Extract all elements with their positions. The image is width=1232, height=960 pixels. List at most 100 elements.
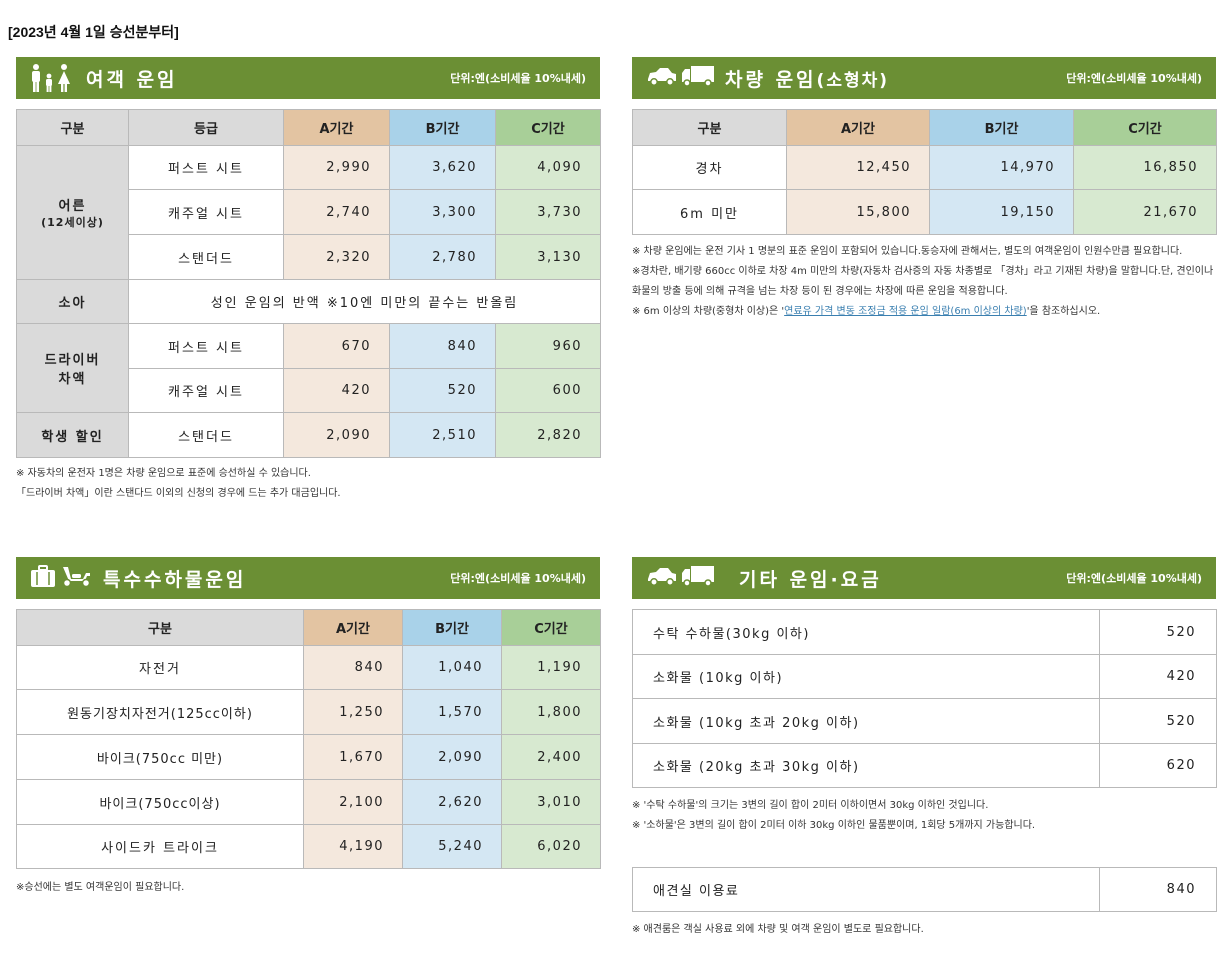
col-header-period-a: A기간 (303, 609, 403, 646)
other-fees-title: 기타 운임·요금 (739, 568, 882, 591)
pet-room-table: 애견실 이용료 840 (632, 867, 1217, 912)
note-line: ※ 차량 운임에는 운전 기사 1 명분의 표준 운임이 포함되어 있습니다.동… (632, 246, 1183, 257)
fee-label: 소화물 (10kg 이하) (632, 654, 1100, 699)
fuel-surcharge-fare-link[interactable]: 연료유 가격 변동 조정금 적용 운임 일람(6m 이상의 차량) (784, 306, 1027, 317)
driver-category-cell: 드라이버 차액 (16, 323, 129, 413)
price-a: 2,320 (283, 234, 390, 280)
price-b: 2,510 (389, 412, 496, 458)
pet-room-note: ※ 애견룸은 객실 사용료 외에 차량 및 여객 운임이 별도로 필요합니다. (632, 924, 924, 935)
driver-label-2: 차액 (58, 372, 87, 387)
table-row: 원동기장치자전거(125cc이하) 1,250 1,570 1,800 (16, 689, 601, 735)
col-header-period-a: A기간 (786, 109, 930, 146)
price-a: 4,190 (303, 824, 403, 869)
note-line: ※경차란, 배기량 660cc 이하로 차장 4m 미만의 차량(자동차 검사증… (632, 266, 1214, 297)
table-row: 스탠더드 2,320 2,780 3,130 (17, 234, 601, 280)
note-text: '을 참조하십시오. (1026, 306, 1101, 317)
fee-label: 소화물 (10kg 초과 20kg 이하) (632, 698, 1100, 744)
price-c: 21,670 (1073, 189, 1217, 235)
passenger-fare-section: 여객 운임 단위:엔(소비세율 10%내세) 구분 등급 A기간 B기간 C기간… (16, 57, 601, 504)
price-a: 12,450 (786, 145, 930, 190)
price-a: 2,740 (283, 189, 390, 235)
page-title: [2023년 4월 1일 승선분부터] (8, 24, 179, 40)
note-line: 「드라이버 차액」이란 스탠다드 이외의 신청의 경우에 드는 추가 대금입니다… (16, 488, 341, 499)
fee-label: 수탁 수하물(30kg 이하) (632, 609, 1100, 655)
fee-label: 소화물 (20kg 초과 30kg 이하) (632, 743, 1100, 788)
fee-value: 620 (1099, 743, 1217, 788)
col-header-period-c: C기간 (495, 109, 601, 146)
col-header-period-b: B기간 (389, 109, 496, 146)
price-c: 6,020 (501, 824, 601, 869)
grade-cell: 스탠더드 (128, 234, 284, 280)
col-header-period-a: A기간 (283, 109, 390, 146)
col-header-category: 구분 (632, 109, 787, 146)
note-line: ※ '소하물'은 3변의 길이 합이 2미터 이하 30kg 이하인 물품뿐이며… (632, 820, 1036, 831)
table-row: 소아 성인 운임의 반액 ※10엔 미만의 끝수는 반올림 (16, 279, 601, 324)
price-b: 19,150 (929, 189, 1074, 235)
child-fare-note: 성인 운임의 반액 ※10엔 미만의 끝수는 반올림 (128, 279, 601, 324)
vehicle-fare-table: 구분 A기간 B기간 C기간 경차 12,450 14,970 16,850 6… (632, 109, 1217, 235)
price-a: 1,250 (303, 689, 403, 735)
price-b: 2,780 (389, 234, 496, 280)
note-line: ※ 자동차의 운전자 1명은 차량 운임으로 표준에 승선하실 수 있습니다. (16, 468, 311, 479)
passenger-fare-unit: 단위:엔(소비세율 10%내세) (450, 72, 586, 85)
table-row: 자전거 840 1,040 1,190 (16, 645, 601, 690)
child-category-cell: 소아 (16, 279, 129, 324)
other-fees-table: 수탁 수하물(30kg 이하) 520 소화물 (10kg 이하) 420 소화… (632, 609, 1217, 788)
vehicle-notes: ※ 차량 운임에는 운전 기사 1 명분의 표준 운임이 포함되어 있습니다.동… (632, 242, 1216, 322)
table-header-row: 구분 A기간 B기간 C기간 (16, 609, 601, 646)
price-b: 1,040 (402, 645, 502, 690)
item-cell: 바이크(750cc이상) (16, 779, 304, 825)
price-a: 420 (283, 368, 390, 413)
price-b: 3,300 (389, 189, 496, 235)
table-row: 캐주얼 시트 2,740 3,300 3,730 (17, 189, 601, 235)
price-a: 15,800 (786, 189, 930, 235)
price-c: 1,190 (501, 645, 601, 690)
people-icon (30, 63, 76, 93)
other-fees-unit: 단위:엔(소비세율 10%내세) (1066, 572, 1202, 585)
table-row: 수탁 수하물(30kg 이하) 520 (632, 609, 1217, 655)
passenger-notes: ※ 자동차의 운전자 1명은 차량 운임으로 표준에 승선하실 수 있습니다. … (16, 464, 600, 504)
price-c: 1,800 (501, 689, 601, 735)
price-b: 520 (389, 368, 496, 413)
table-row: 경차 12,450 14,970 16,850 (632, 145, 1217, 190)
price-a: 2,100 (303, 779, 403, 825)
item-cell: 사이드카 트라이크 (16, 824, 304, 869)
adult-label: 어른 (58, 199, 87, 214)
other-fees-section: 기타 운임·요금 단위:엔(소비세율 10%내세) 수탁 수하물(30kg 이하… (632, 557, 1217, 940)
vehicle-fare-title: 차량 운임 (725, 68, 817, 91)
adult-sublabel: (12세이상) (41, 216, 104, 229)
price-b: 840 (389, 323, 496, 369)
table-row: 바이크(750cc이상) 2,100 2,620 3,010 (16, 779, 601, 825)
price-c: 3,010 (501, 779, 601, 825)
special-baggage-section: 특수수하물운임 단위:엔(소비세율 10%내세) 구분 A기간 B기간 C기간 … (16, 557, 601, 898)
vehicle-fare-section: 차량 운임(소형차) 단위:엔(소비세율 10%내세) 구분 A기간 B기간 C… (632, 57, 1217, 322)
table-header-row: 구분 A기간 B기간 C기간 (632, 109, 1217, 146)
table-row: 사이드카 트라이크 4,190 5,240 6,020 (16, 824, 601, 869)
grade-cell: 퍼스트 시트 (128, 323, 284, 369)
special-baggage-table: 구분 A기간 B기간 C기간 자전거 840 1,040 1,190 원동기장치… (16, 609, 601, 869)
note-text: ※ 6m 이상의 차량(중형차 이상)은 ' (632, 306, 785, 317)
student-category-cell: 학생 할인 (16, 412, 129, 458)
price-b: 2,620 (402, 779, 502, 825)
vehicle-fare-unit: 단위:엔(소비세율 10%내세) (1066, 72, 1202, 85)
passenger-fare-title: 여객 운임 (86, 68, 178, 91)
special-baggage-unit: 단위:엔(소비세율 10%내세) (450, 572, 586, 585)
price-c: 2,820 (495, 412, 601, 458)
truck-icon (681, 65, 715, 91)
price-c: 16,850 (1073, 145, 1217, 190)
vehicle-fare-header: 차량 운임(소형차) 단위:엔(소비세율 10%내세) (632, 57, 1216, 99)
fee-value: 520 (1099, 698, 1217, 744)
pet-room-value: 840 (1099, 867, 1217, 912)
table-header-row: 구분 등급 A기간 B기간 C기간 (16, 109, 601, 146)
price-a: 840 (303, 645, 403, 690)
car-icon (646, 65, 678, 91)
col-header-period-b: B기간 (402, 609, 502, 646)
price-c: 600 (495, 368, 601, 413)
vehicle-fare-title-suffix: (소형차) (816, 70, 890, 91)
item-cell: 원동기장치자전거(125cc이하) (16, 689, 304, 735)
adult-category-cell: 어른 (12세이상) (16, 145, 129, 280)
luggage-icon (30, 564, 56, 592)
price-c: 4,090 (495, 145, 601, 190)
col-header-period-c: C기간 (1073, 109, 1217, 146)
table-row: 소화물 (10kg 이하) 420 (632, 654, 1217, 699)
